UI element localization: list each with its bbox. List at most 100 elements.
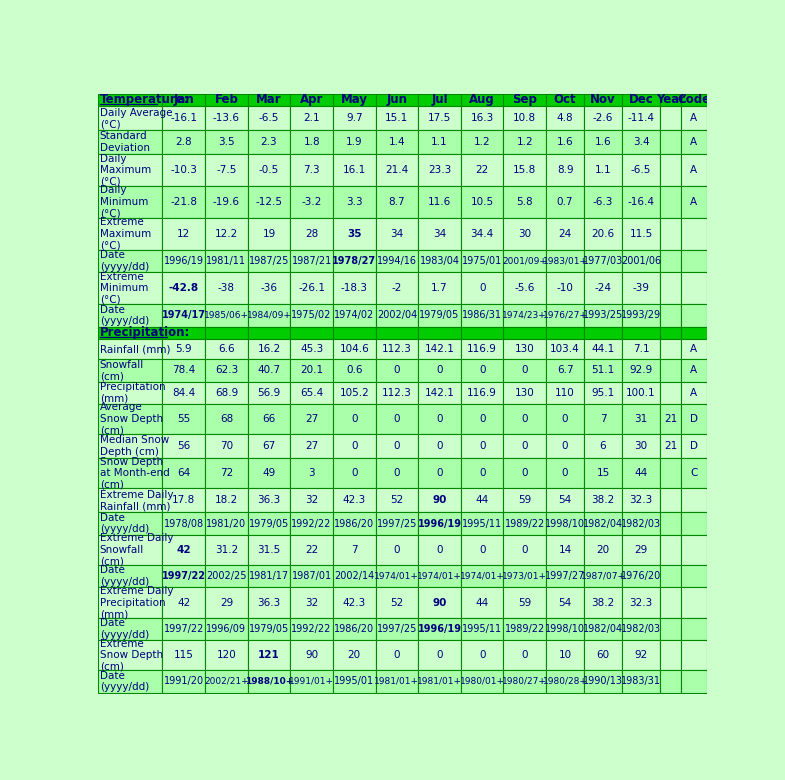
Bar [248, 670, 290, 693]
Text: Nov: Nov [590, 94, 616, 107]
Bar [248, 130, 290, 154]
Text: Sep: Sep [513, 94, 537, 107]
Text: 1987/25: 1987/25 [249, 256, 289, 266]
Bar [205, 640, 248, 670]
Text: 23.3: 23.3 [428, 165, 451, 176]
Bar [418, 640, 461, 670]
Text: 32.3: 32.3 [630, 597, 652, 608]
Bar [205, 670, 248, 693]
Bar [98, 154, 162, 186]
Text: 34.4: 34.4 [470, 229, 494, 239]
Bar [681, 339, 706, 360]
Bar [622, 272, 660, 304]
Text: 1.2: 1.2 [474, 137, 491, 147]
Text: 1987/07+: 1987/07+ [581, 572, 626, 580]
Text: 49: 49 [262, 468, 276, 478]
Bar [546, 565, 584, 587]
Bar [660, 512, 681, 535]
Text: A: A [690, 137, 697, 147]
Bar [681, 488, 706, 512]
Bar [622, 304, 660, 327]
Text: Extreme
Maximum
(°C): Extreme Maximum (°C) [100, 218, 151, 250]
Text: 27: 27 [305, 414, 318, 424]
Bar [546, 434, 584, 458]
Bar [503, 327, 546, 339]
Bar [162, 618, 205, 640]
Bar [503, 360, 546, 381]
Text: 1998/10: 1998/10 [545, 624, 585, 634]
Bar [290, 512, 333, 535]
Bar [290, 218, 333, 250]
Text: 21.4: 21.4 [385, 165, 408, 176]
Bar [248, 434, 290, 458]
Bar [418, 381, 461, 404]
Bar [461, 488, 503, 512]
Bar [333, 488, 375, 512]
Bar [205, 535, 248, 565]
Text: 1982/04: 1982/04 [583, 624, 623, 634]
Bar [660, 218, 681, 250]
Text: Extreme Daily
Precipitation
(mm): Extreme Daily Precipitation (mm) [100, 586, 173, 619]
Text: 14: 14 [558, 545, 571, 555]
Bar [333, 272, 375, 304]
Text: -10: -10 [557, 283, 574, 293]
Bar [418, 186, 461, 218]
Bar [418, 670, 461, 693]
Text: 1991/01+: 1991/01+ [289, 677, 334, 686]
Bar [375, 381, 418, 404]
Bar [681, 360, 706, 381]
Text: 1990/13: 1990/13 [583, 676, 623, 686]
Bar [584, 512, 622, 535]
Text: Snow Depth
at Month-end
(cm): Snow Depth at Month-end (cm) [100, 457, 170, 490]
Text: 64: 64 [177, 468, 191, 478]
Bar [162, 488, 205, 512]
Text: 130: 130 [515, 344, 535, 354]
Text: -13.6: -13.6 [213, 113, 240, 123]
Text: 18.2: 18.2 [215, 495, 238, 505]
Text: 45.3: 45.3 [300, 344, 323, 354]
Text: 1.6: 1.6 [595, 137, 612, 147]
Text: 1983/31: 1983/31 [621, 676, 661, 686]
Text: 20: 20 [348, 651, 361, 660]
Bar [681, 512, 706, 535]
Bar [248, 512, 290, 535]
Bar [162, 640, 205, 670]
Text: 115: 115 [173, 651, 194, 660]
Bar [622, 640, 660, 670]
Bar [205, 618, 248, 640]
Bar [98, 130, 162, 154]
Text: 0: 0 [436, 468, 443, 478]
Bar [584, 360, 622, 381]
Bar [205, 94, 248, 106]
Text: 9.7: 9.7 [346, 113, 363, 123]
Bar [98, 488, 162, 512]
Bar [503, 512, 546, 535]
Bar [290, 565, 333, 587]
Text: 31.2: 31.2 [215, 545, 238, 555]
Bar [333, 154, 375, 186]
Bar [461, 434, 503, 458]
Text: 1988/10+: 1988/10+ [245, 677, 294, 686]
Bar [622, 512, 660, 535]
Bar [503, 130, 546, 154]
Text: Extreme
Minimum
(°C): Extreme Minimum (°C) [100, 271, 148, 305]
Bar [622, 154, 660, 186]
Bar [584, 94, 622, 106]
Text: Jun: Jun [386, 94, 407, 107]
Text: 8.7: 8.7 [389, 197, 405, 207]
Bar [205, 565, 248, 587]
Text: 0: 0 [351, 468, 357, 478]
Text: 56.9: 56.9 [257, 388, 281, 398]
Text: 1986/20: 1986/20 [334, 624, 374, 634]
Text: -0.5: -0.5 [259, 165, 279, 176]
Text: 90: 90 [305, 651, 318, 660]
Bar [660, 434, 681, 458]
Bar [162, 434, 205, 458]
Text: Oct: Oct [553, 94, 576, 107]
Bar [660, 565, 681, 587]
Text: Date
(yyyy/dd): Date (yyyy/dd) [100, 250, 149, 272]
Text: 78.4: 78.4 [172, 365, 195, 375]
Bar [681, 130, 706, 154]
Text: Mar: Mar [256, 94, 282, 107]
Text: -38: -38 [218, 283, 235, 293]
